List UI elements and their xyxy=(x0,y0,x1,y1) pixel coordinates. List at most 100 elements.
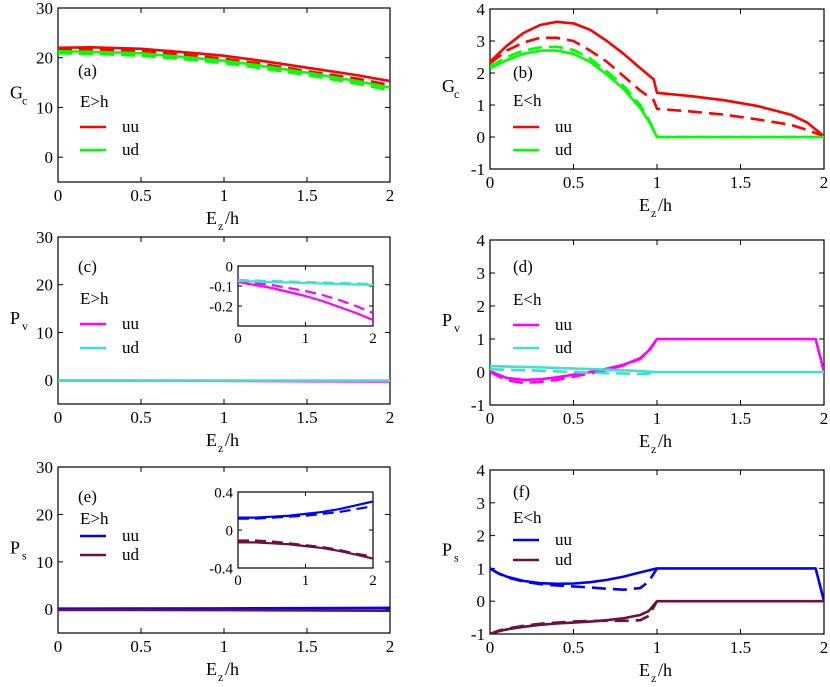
y-tick-label: 20 xyxy=(36,49,53,68)
y-axis-label: G xyxy=(442,76,455,96)
series-line-uu-dashed xyxy=(490,338,659,385)
legend-condition: E>h xyxy=(80,509,109,528)
y-axis-label: P xyxy=(442,310,452,330)
y-tick-label: 0 xyxy=(477,363,486,382)
x-tick-label: 0 xyxy=(54,637,63,656)
series-line-inset-dashed xyxy=(238,278,373,286)
series-line-inset-dashed xyxy=(238,539,373,558)
x-tick-label: 1 xyxy=(653,173,662,192)
x-tick-label: 1 xyxy=(302,573,310,589)
x-tick-label: 0.5 xyxy=(563,409,584,428)
x-tick-label: 1 xyxy=(302,331,310,347)
y-tick-label: 1 xyxy=(477,96,486,115)
y-tick-label: 2 xyxy=(477,64,486,83)
y-tick-label: 0.4 xyxy=(214,485,233,501)
x-axis-label: E xyxy=(206,430,217,450)
y-tick-label: -0.1 xyxy=(209,279,233,295)
y-tick-label: 30 xyxy=(36,0,53,18)
x-tick-label: 1.5 xyxy=(296,186,317,205)
inset-e: 0 1 20.40-0.4 xyxy=(209,485,377,589)
legend-condition: E<h xyxy=(513,91,542,110)
series-line-uu-dashed xyxy=(490,36,824,138)
x-tick-label: 0.5 xyxy=(130,408,151,427)
panel-label: (d) xyxy=(513,257,533,276)
legend-label: uu xyxy=(555,530,573,549)
x-tick-label: 2 xyxy=(386,186,395,205)
y-tick-label: 0 xyxy=(477,128,486,147)
x-tick-label: 0 xyxy=(54,186,63,205)
series-line-inset-dashed xyxy=(238,505,373,520)
legend-label: uu xyxy=(122,117,140,136)
x-tick-label: 1.5 xyxy=(296,408,317,427)
y-tick-label: 4 xyxy=(477,0,486,19)
legend-condition: E<h xyxy=(513,290,542,309)
y-tick-label: 0 xyxy=(226,523,234,539)
inset-background xyxy=(238,492,373,568)
x-axis-label-tail: /h xyxy=(658,660,672,680)
x-axis-label-tail: /h xyxy=(225,659,239,679)
y-tick-label: -0.2 xyxy=(209,299,233,315)
series-group xyxy=(490,337,824,385)
series-line-ud-solid xyxy=(490,364,824,374)
inset-c: 0 1 2 0 -0.1 -0.2 xyxy=(209,259,377,347)
x-tick-label: 0.5 xyxy=(130,186,151,205)
y-tick-label: 30 xyxy=(36,228,53,247)
x-tick-label: 0.5 xyxy=(563,638,584,657)
x-axis-label-sub: z xyxy=(218,670,223,684)
series-group xyxy=(58,606,390,613)
y-tick-label: 3 xyxy=(477,264,486,283)
y-tick-label: 2 xyxy=(477,527,486,546)
series-line-uu-dashed xyxy=(490,567,659,592)
y-tick-label: 1 xyxy=(477,330,486,349)
x-tick-label: 1 xyxy=(220,408,229,427)
y-axis-label: G xyxy=(10,82,23,102)
y-tick-label: 10 xyxy=(36,553,53,572)
legend-label: ud xyxy=(555,550,573,569)
x-axis-label-tail: /h xyxy=(658,195,672,215)
y-tick-label: 2 xyxy=(477,297,486,316)
y-axis-label-sub: v xyxy=(22,319,28,333)
series-group xyxy=(58,45,390,92)
x-tick-label: 2 xyxy=(820,173,829,192)
series-group xyxy=(58,379,390,383)
x-axis-label-sub: z xyxy=(651,442,656,456)
y-tick-label: 3 xyxy=(477,494,486,513)
panel-label: (e) xyxy=(78,487,97,506)
x-tick-label: 2 xyxy=(369,573,377,589)
series-group xyxy=(238,278,373,322)
panel-label: (b) xyxy=(513,63,533,82)
legend-label: uu xyxy=(555,117,573,136)
x-tick-label: 1 xyxy=(220,186,229,205)
y-tick-label: 0 xyxy=(45,600,54,619)
x-axis-label: E xyxy=(639,195,650,215)
series-line-ud-dashed xyxy=(490,600,659,634)
x-tick-label: 0 xyxy=(486,409,495,428)
y-axis-label-sub: s xyxy=(454,550,459,564)
y-tick-label: 4 xyxy=(477,231,486,250)
series-line-uu-dashed xyxy=(58,47,390,87)
series-line-ud-dashed xyxy=(490,45,824,139)
x-axis-label-tail: /h xyxy=(658,431,672,451)
x-axis-label-tail: /h xyxy=(225,208,239,228)
x-tick-label: 0 xyxy=(234,573,242,589)
series-line-ud-dashed xyxy=(490,368,658,376)
series-group xyxy=(490,567,824,634)
x-tick-label: 0 xyxy=(486,638,495,657)
series-line-inset-solid xyxy=(238,541,373,560)
x-tick-label: 1 xyxy=(220,637,229,656)
y-tick-label: 20 xyxy=(36,276,53,295)
x-tick-label: 1.5 xyxy=(730,173,751,192)
x-tick-label: 0.5 xyxy=(563,173,584,192)
panel-label: (a) xyxy=(78,61,97,80)
y-tick-label: 30 xyxy=(36,458,53,477)
legend-condition: E>h xyxy=(80,289,109,308)
x-tick-label: 1.5 xyxy=(730,638,751,657)
series-line-uu-solid xyxy=(58,45,390,83)
x-tick-label: 0 xyxy=(486,173,495,192)
series-line-ud-solid xyxy=(490,49,824,139)
x-tick-label: 1 xyxy=(653,409,662,428)
legend-label: uu xyxy=(122,526,140,545)
y-tick-label: 0 xyxy=(226,259,234,275)
